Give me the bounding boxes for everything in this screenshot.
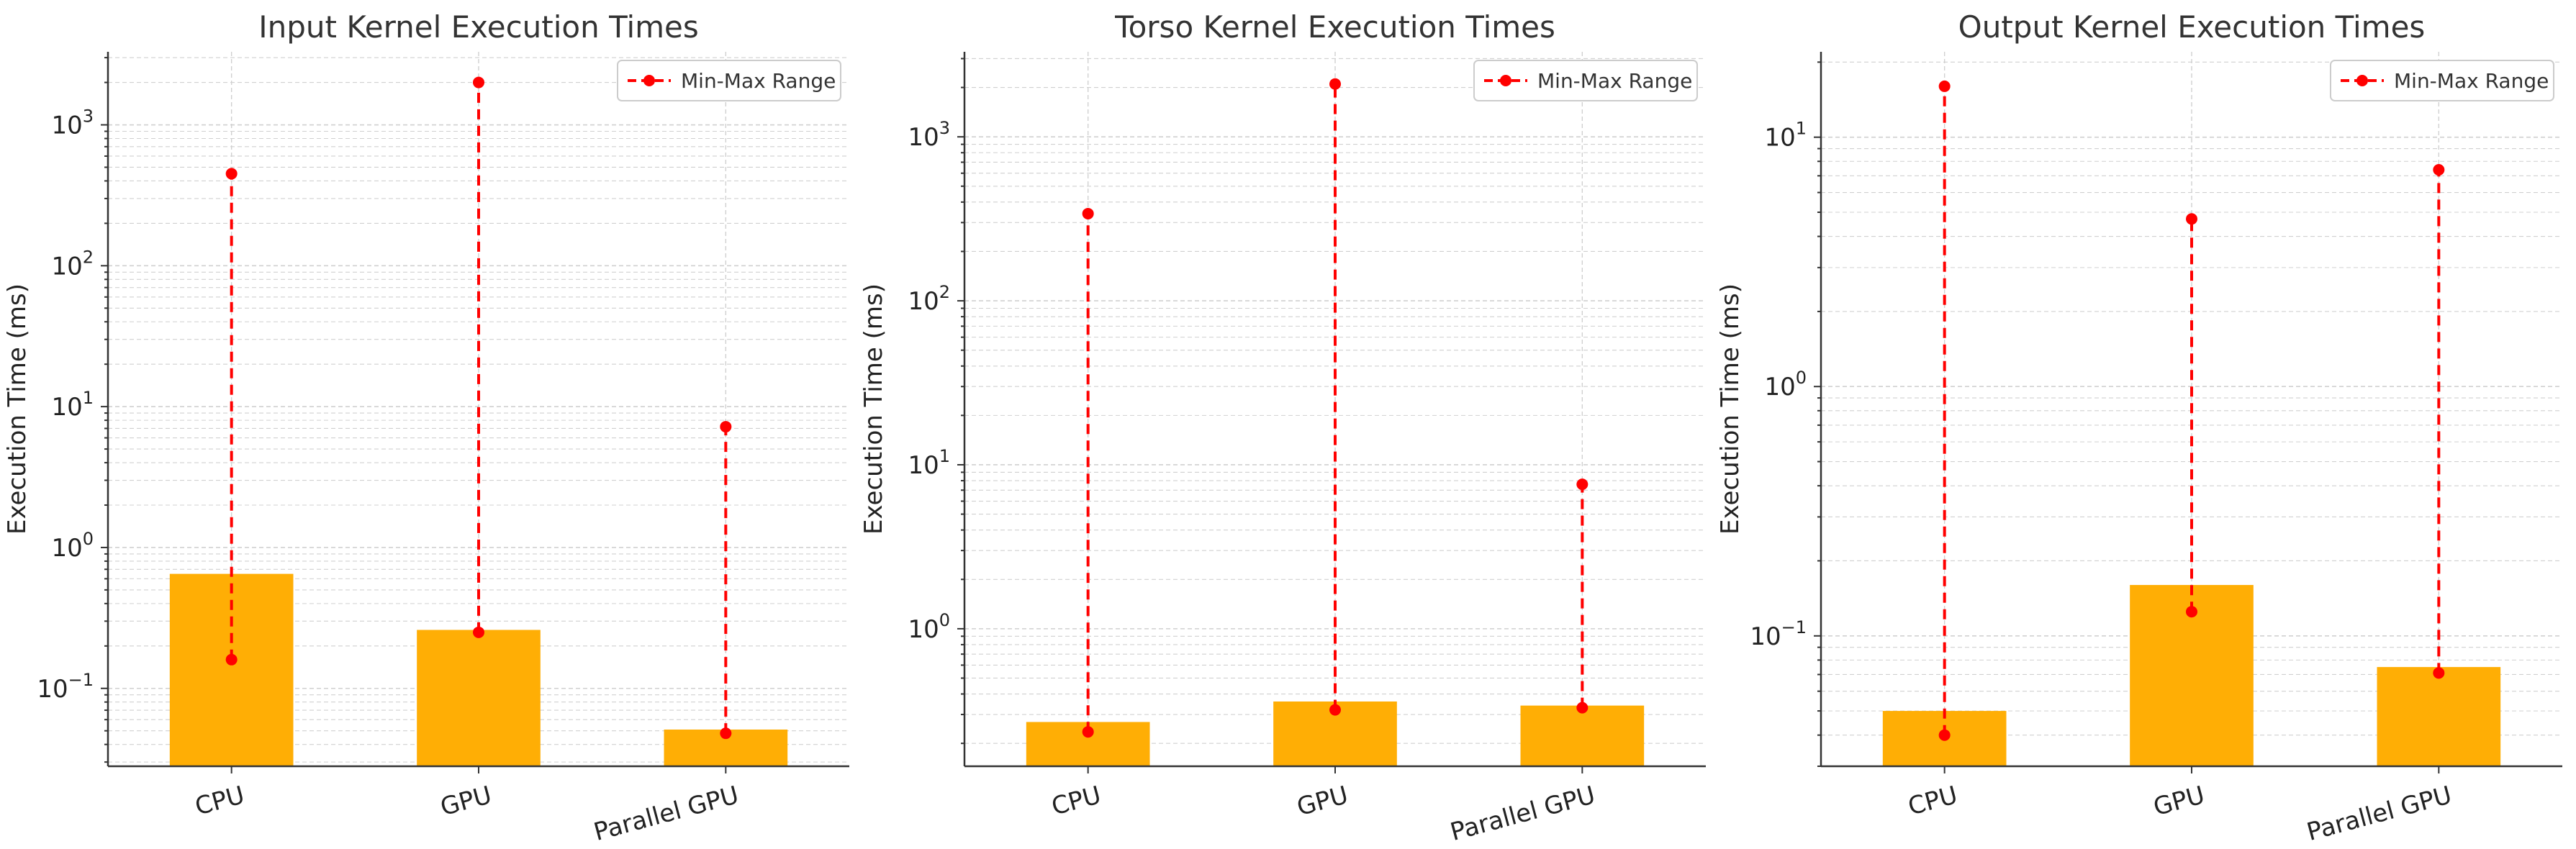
range-min-point xyxy=(1576,702,1588,714)
chart-panel-2: 100 101 102 103 CPU GPU Parallel GPU Torso Kern… xyxy=(859,9,1706,847)
range-max-point xyxy=(1938,80,1951,92)
range-min-point xyxy=(720,727,732,740)
y-tick-label: 101 xyxy=(1764,119,1807,153)
chart-title: Torso Kernel Execution Times xyxy=(1114,9,1555,45)
legend-label: Min-Max Range xyxy=(681,69,836,93)
chart-title: Output Kernel Execution Times xyxy=(1958,9,2426,45)
x-tick-label: CPU xyxy=(1049,781,1104,822)
y-tick-label: 100 xyxy=(1764,368,1807,401)
legend: Min-Max Range xyxy=(2330,60,2554,101)
range-min-point xyxy=(1329,704,1341,716)
range-min-point xyxy=(473,626,484,638)
range-min-point xyxy=(2433,667,2445,679)
bar-parallel-gpu xyxy=(2377,667,2501,766)
legend-label: Min-Max Range xyxy=(1537,69,1692,93)
range-max-point xyxy=(1329,78,1341,90)
chart-panel-1: 10−1 100 101 102 103 CPU GPU Parallel GPU Input … xyxy=(3,9,849,847)
y-tick-label: 100 xyxy=(51,529,94,563)
x-tick-label: GPU xyxy=(1294,781,1352,822)
range-max-point xyxy=(473,76,484,88)
range-max-point xyxy=(1576,478,1588,491)
legend-box xyxy=(617,60,841,101)
x-tick-label: Parallel GPU xyxy=(1447,781,1599,847)
y-axis-label: Execution Time (ms) xyxy=(1716,283,1745,535)
legend-box xyxy=(2330,60,2554,101)
range-max-point xyxy=(225,168,238,180)
x-tick-label: CPU xyxy=(1905,781,1961,822)
chart-panel-3: 10−1 100 101 CPU GPU Parallel GPU Output Kerne… xyxy=(1716,9,2562,847)
bar-parallel-gpu xyxy=(1520,705,1645,766)
x-tick-label: GPU xyxy=(2151,781,2208,822)
legend-marker-swatch xyxy=(643,75,655,86)
legend-marker-swatch xyxy=(2356,75,2368,86)
x-tick-label: GPU xyxy=(438,781,495,822)
legend-label: Min-Max Range xyxy=(2394,69,2549,93)
legend: Min-Max Range xyxy=(1473,60,1698,101)
y-tick-label: 101 xyxy=(51,388,94,422)
y-axis-label: Execution Time (ms) xyxy=(3,283,32,535)
range-min-point xyxy=(1082,726,1094,738)
x-tick-label: Parallel GPU xyxy=(2304,781,2455,847)
y-tick-label: 102 xyxy=(908,282,950,316)
y-tick-label: 101 xyxy=(908,446,950,480)
y-tick-label: 100 xyxy=(908,610,950,644)
x-tick-label: Parallel GPU xyxy=(591,781,742,847)
range-min-point xyxy=(2186,606,2197,618)
y-axis-label: Execution Time (ms) xyxy=(859,283,888,535)
range-max-point xyxy=(720,421,732,433)
y-tick-label: 10−1 xyxy=(37,670,94,704)
y-tick-label: 10−1 xyxy=(1750,617,1807,651)
chart-title: Input Kernel Execution Times xyxy=(258,9,699,45)
range-max-point xyxy=(2186,213,2197,225)
y-tick-label: 103 xyxy=(51,106,94,140)
range-max-point xyxy=(2433,163,2445,176)
x-tick-label: CPU xyxy=(192,781,248,822)
legend-box xyxy=(1473,60,1698,101)
range-min-point xyxy=(1938,729,1951,741)
legend-marker-swatch xyxy=(1500,75,1511,86)
bar-gpu xyxy=(417,630,541,766)
y-tick-label: 103 xyxy=(908,118,950,152)
range-min-point xyxy=(225,653,238,666)
y-tick-label: 102 xyxy=(51,247,94,281)
range-max-point xyxy=(1082,207,1094,219)
legend: Min-Max Range xyxy=(617,60,841,101)
